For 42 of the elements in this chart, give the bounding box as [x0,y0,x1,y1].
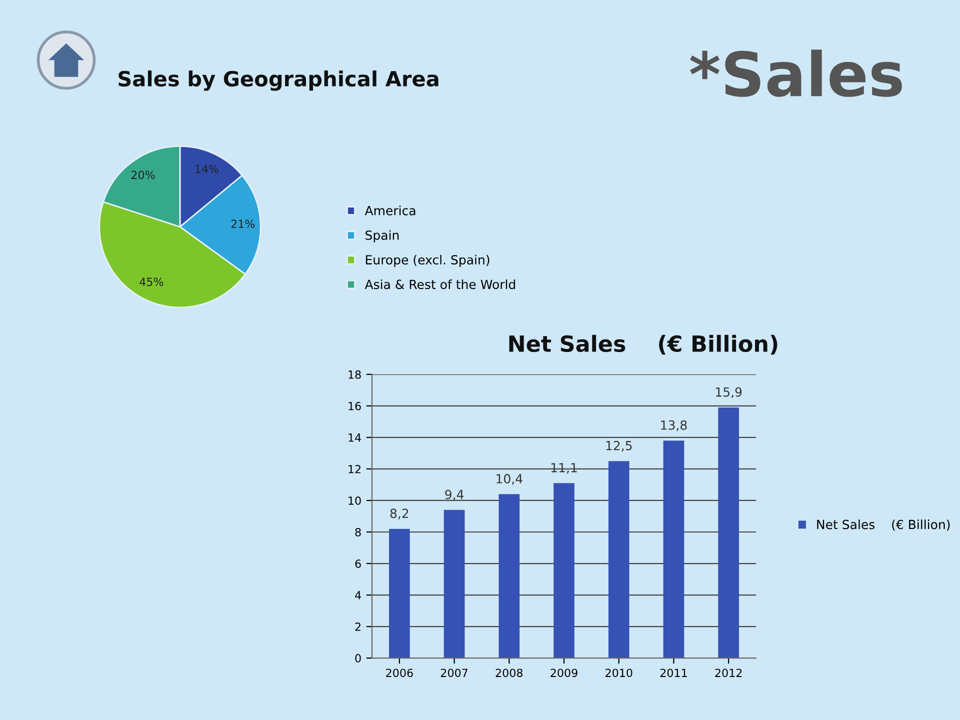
data-label: 12,5 [606,440,632,452]
data-label: 20% [131,170,155,180]
x-tick-label: 2009 [550,668,578,678]
data-label: 15,9 [716,387,742,398]
y-tick-label: 14 [348,434,361,442]
legend-label: Spain [366,230,399,242]
data-label: 13,8 [661,420,687,432]
legend-label: Europe (excl. Spain) [366,254,490,267]
y-tick-label: 4 [355,591,361,600]
y-tick-label: 18 [348,370,361,379]
bar [718,407,739,658]
legend-label: America [364,206,416,216]
legend-label: Asia & Rest of the World [364,279,516,290]
legend-label: Net Sales (€ Billion) [817,520,950,531]
data-label: 10,4 [496,474,522,485]
x-tick-label: 2008 [496,668,523,678]
x-tick-label: 2007 [440,668,468,678]
chart-title: Sales by Geographical Area [118,70,438,91]
x-tick-label: 2011 [660,668,687,678]
data-label: 45% [140,278,164,286]
y-tick-label: 0 [355,654,361,662]
y-tick-label: 8 [355,528,361,536]
text: *Sales [690,50,902,97]
bar [554,483,574,658]
y-tick-label: 16 [348,402,361,410]
x-tick-label: 2010 [606,668,632,678]
x-tick-label: 2006 [386,668,413,678]
bar [444,510,465,658]
data-label: 9,4 [445,490,464,500]
y-tick-label: 10 [348,496,361,505]
bar [498,494,520,658]
bar [608,461,630,658]
data-label: 8,2 [390,508,408,520]
y-tick-label: 12 [348,464,360,474]
y-tick-label: 6 [355,559,361,568]
bar [663,440,684,658]
x-tick-label: 2012 [715,668,742,678]
chart-title: Net Sales (€ Billion) [509,334,778,355]
data-label: 21% [231,220,255,228]
y-tick-label: 2 [355,622,360,631]
data-label: 14% [196,164,219,174]
bar [389,528,410,658]
